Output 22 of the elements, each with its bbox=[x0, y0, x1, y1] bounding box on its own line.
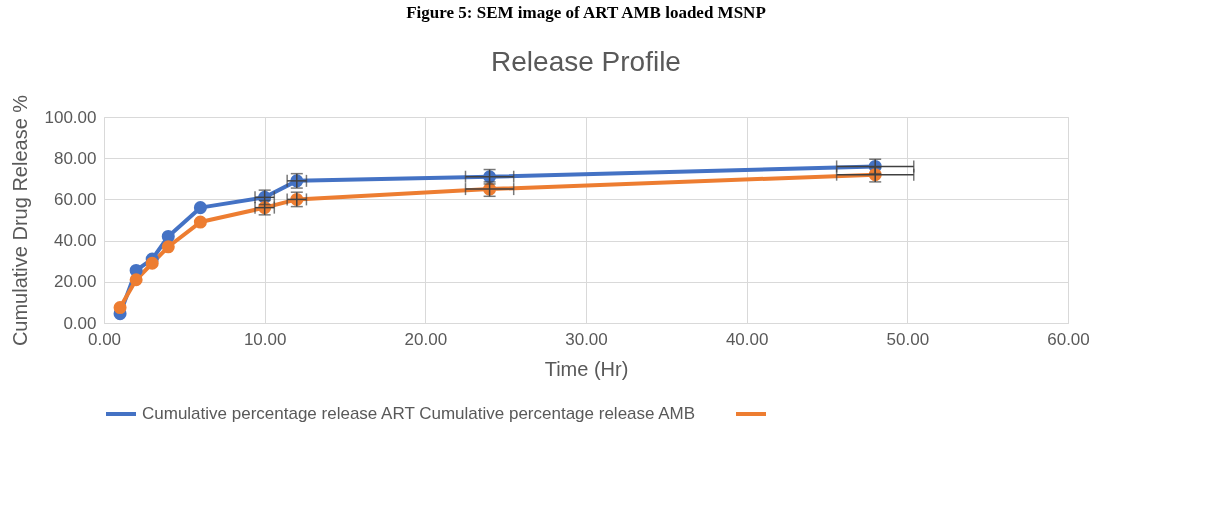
x-tick-label: 60.00 bbox=[1047, 329, 1090, 349]
point bbox=[113, 301, 127, 315]
point bbox=[193, 201, 207, 215]
point bbox=[193, 215, 207, 229]
point bbox=[129, 273, 143, 287]
y-tick-label: 20.00 bbox=[53, 272, 97, 292]
chart-title: Release Profile bbox=[491, 46, 681, 77]
point bbox=[161, 240, 175, 254]
x-tick-label: 30.00 bbox=[565, 329, 608, 349]
y-tick-label: 100.00 bbox=[44, 107, 97, 127]
point bbox=[145, 256, 159, 270]
x-tick-label: 20.00 bbox=[404, 329, 448, 349]
x-tick-label: 40.00 bbox=[725, 329, 769, 349]
y-axis-title: Cumulative Drug Release % bbox=[8, 94, 31, 347]
y-tick-label: 40.00 bbox=[53, 231, 97, 251]
y-tick-label: 60.00 bbox=[53, 189, 97, 209]
x-tick-label: 10.00 bbox=[243, 329, 287, 349]
x-axis-title: Time (Hr) bbox=[544, 357, 629, 380]
x-tick-label: 50.00 bbox=[886, 329, 930, 349]
legend-label: Cumulative percentage release ART Cumulative percentage release AMB bbox=[142, 404, 696, 423]
y-tick-label: 80.00 bbox=[53, 148, 97, 168]
caption: Figure 5: SEM image of ART AMB loaded MSNP bbox=[406, 3, 766, 22]
